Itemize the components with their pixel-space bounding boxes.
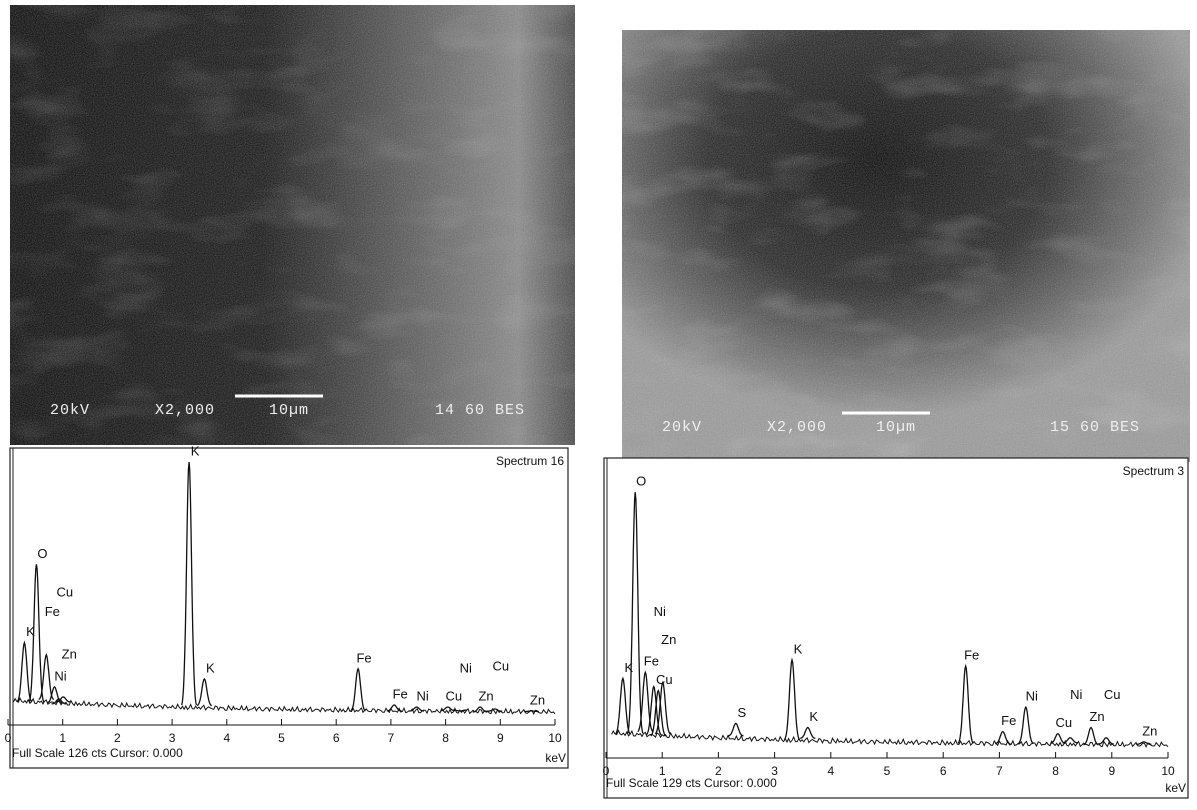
peak-label: Cu xyxy=(656,672,673,687)
sem-magnification: X2,000 xyxy=(155,402,215,419)
peak xyxy=(524,711,539,712)
x-tick-label: 1 xyxy=(59,731,66,745)
x-tick-label: 9 xyxy=(497,731,504,745)
sem-noise xyxy=(622,30,1190,462)
spectrum-title: Spectrum 3 xyxy=(1123,464,1185,478)
peak-label: Fe xyxy=(356,650,371,665)
spectrum-frame xyxy=(10,448,568,768)
peak-label: Fe xyxy=(964,648,979,663)
peak-label: S xyxy=(737,705,746,720)
peak-label: K xyxy=(206,660,215,675)
figure: 20kV X2,000 10µm 14 60 BES Spectrum 16 0 1 2 3 4 5… xyxy=(0,0,1197,810)
x-tick-label: 8 xyxy=(1052,764,1059,778)
sem-code: 14 60 BES xyxy=(435,402,525,419)
peak-label: Fe xyxy=(393,686,408,701)
peak-label: O xyxy=(37,546,47,561)
x-tick-label: 9 xyxy=(1108,764,1115,778)
x-tick-label: 8 xyxy=(442,731,449,745)
peak-label: Cu xyxy=(493,658,510,673)
peak-label: Fe xyxy=(45,604,60,619)
peak-label: Ni xyxy=(54,668,66,683)
sem-scale-label: 10µm xyxy=(269,402,309,419)
x-tick-label: 6 xyxy=(333,731,340,745)
x-tick-label: 6 xyxy=(940,764,947,778)
peak-label: K xyxy=(625,660,634,675)
x-tick-label: 4 xyxy=(223,731,230,745)
x-tick-label: 0 xyxy=(5,731,12,745)
x-tick-label: 10 xyxy=(548,731,562,745)
peak-label: Zn xyxy=(62,646,77,661)
peak-label: Fe xyxy=(644,654,659,669)
peak-label: Cu xyxy=(57,584,74,599)
peak-label: O xyxy=(636,474,646,489)
x-tick-label: 2 xyxy=(114,731,121,745)
peak-label: Zn xyxy=(661,632,676,647)
spectrum-footer: Full Scale 129 cts Cursor: 0.000 xyxy=(606,776,777,790)
peak-label: Fe xyxy=(1001,713,1016,728)
peak-label: K xyxy=(809,709,818,724)
peak-label: K xyxy=(191,443,200,458)
peak-label: Ni xyxy=(416,688,428,703)
spectrum-frame xyxy=(604,458,1188,798)
x-tick-label: 7 xyxy=(388,731,395,745)
peak-label: Cu xyxy=(1104,687,1121,702)
peak-label: Zn xyxy=(478,688,493,703)
peak-label: Ni xyxy=(1026,689,1038,704)
peak-label: K xyxy=(794,641,803,656)
spectrum-footer: Full Scale 126 cts Cursor: 0.000 xyxy=(12,746,183,760)
x-tick-label: 10 xyxy=(1161,764,1175,778)
panel: 20kV X2,000 10µm 14 60 BES Spectrum 16 0 1 2 3 4 5… xyxy=(5,5,575,768)
peak-label: Ni xyxy=(460,660,472,675)
sem-magnification: X2,000 xyxy=(767,419,827,436)
sem-voltage: 20kV xyxy=(50,402,90,419)
peak-label: Zn xyxy=(1142,723,1157,738)
sem-voltage: 20kV xyxy=(662,419,702,436)
x-axis-label: keV xyxy=(545,751,566,765)
peak-label: Ni xyxy=(1070,687,1082,702)
peak-label: Ni xyxy=(654,604,666,619)
x-axis-label: keV xyxy=(1165,781,1186,795)
sem-scale-label: 10µm xyxy=(876,419,916,436)
sem-code: 15 60 BES xyxy=(1050,419,1140,436)
panels: 20kV X2,000 10µm 14 60 BES Spectrum 16 0 1 2 3 4 5… xyxy=(5,5,1190,798)
x-tick-label: 5 xyxy=(278,731,285,745)
peak-label: Cu xyxy=(1056,715,1073,730)
spectrum-title: Spectrum 16 xyxy=(496,454,564,468)
sem-noise xyxy=(10,5,575,445)
x-tick-label: 7 xyxy=(996,764,1003,778)
peak-label: Cu xyxy=(445,688,462,703)
x-tick-label: 3 xyxy=(169,731,176,745)
x-tick-label: 4 xyxy=(827,764,834,778)
x-tick-label: 5 xyxy=(884,764,891,778)
peak-label: Zn xyxy=(530,692,545,707)
peak-label: Zn xyxy=(1089,709,1104,724)
